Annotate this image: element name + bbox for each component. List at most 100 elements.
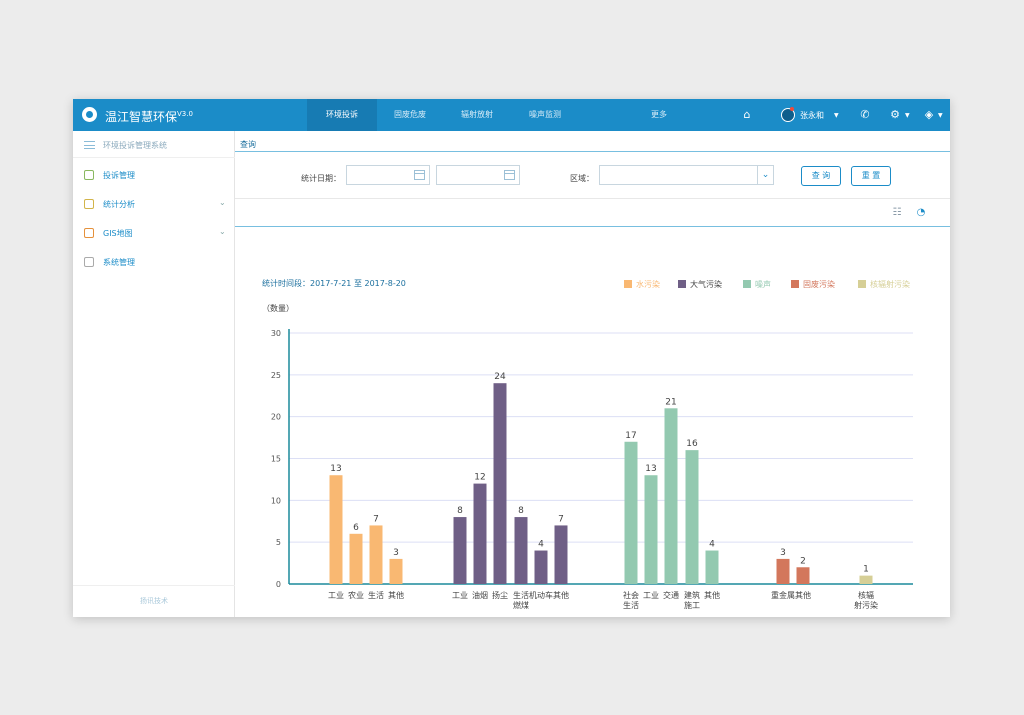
x-tick-label: 施工 <box>684 600 700 610</box>
sidebar-item-label: 投诉管理 <box>103 171 135 180</box>
bar-value-label: 1 <box>863 565 869 575</box>
bar-chart: 统计时间段：2017-7-21 至 2017-8-20 （数量） 水污染 大气污染 噪声… <box>262 278 913 610</box>
x-tick-label: 射污染 <box>854 600 878 610</box>
x-tick-label: 工业 <box>328 590 344 600</box>
end-date-input[interactable] <box>436 165 520 185</box>
bar <box>624 441 638 584</box>
start-date-input[interactable] <box>346 165 430 185</box>
layers-icon[interactable]: ◈ <box>924 108 934 121</box>
x-tick-label: 工业 <box>452 590 468 600</box>
bar-value-label: 4 <box>709 540 715 550</box>
legend-swatch <box>678 280 686 288</box>
region-label: 区域： <box>570 174 594 183</box>
chevron-down-icon[interactable]: ▼ <box>905 112 910 119</box>
x-tick-label: 生活 <box>368 590 384 600</box>
query-section-title: 查询 <box>240 140 256 149</box>
bar <box>389 558 403 584</box>
sidebar-item-label: 系统管理 <box>103 258 135 267</box>
chevron-down-icon[interactable]: ⌄ <box>219 227 226 236</box>
user-avatar-icon[interactable] <box>781 108 795 122</box>
legend-label: 固废污染 <box>803 279 835 289</box>
bar <box>685 450 699 584</box>
bar-value-label: 3 <box>780 548 786 558</box>
x-tick-label: 建筑 <box>684 590 700 600</box>
x-tick-label: 油烟 <box>472 590 488 600</box>
sidebar-title: 环境投诉管理系统 <box>103 141 167 150</box>
divider <box>235 151 950 152</box>
x-tick-label: 其他 <box>388 590 404 600</box>
app-window: 温江智慧环保 V3.0 环境投诉 固废危废 辐射放射 噪声监测 更多 ⌂ 张永和… <box>73 99 950 617</box>
bar <box>329 475 343 584</box>
y-tick-label: 10 <box>271 496 281 505</box>
legend-label: 水污染 <box>636 279 660 289</box>
divider <box>235 198 950 199</box>
sidebar-item-complaint-management[interactable]: 投诉管理 <box>73 161 235 189</box>
chevron-down-icon[interactable]: ▼ <box>834 112 839 119</box>
main-content: 查询 统计日期： 区域： ⌄ 查 询 重 置 ☷ ◔ 统计时间段：2017-7-… <box>235 131 950 617</box>
chevron-down-icon[interactable]: ▼ <box>938 112 943 119</box>
menu-icon[interactable] <box>84 141 95 149</box>
bar-value-label: 8 <box>457 506 463 516</box>
x-tick-label: 生活 <box>623 600 639 610</box>
bar-value-label: 2 <box>800 556 806 566</box>
x-tick-label: 核辐 <box>858 590 874 600</box>
sidebar-item-statistics[interactable]: 统计分析 ⌄ <box>73 190 235 218</box>
bar <box>453 517 467 584</box>
tab-more[interactable]: 更多 <box>651 110 667 119</box>
legend-swatch <box>624 280 632 288</box>
user-name[interactable]: 张永和 <box>800 111 824 120</box>
bar <box>369 525 383 584</box>
sidebar-header: 环境投诉管理系统 <box>73 131 235 158</box>
search-button[interactable]: 查 询 <box>801 166 841 186</box>
y-axis-label: （数量） <box>262 303 294 313</box>
tab-solid-waste[interactable]: 固废危废 <box>394 110 426 119</box>
sidebar-footer: 扬讯技术 <box>73 585 235 617</box>
tab-radiation[interactable]: 辐射放射 <box>461 110 493 119</box>
x-tick-label: 社会 <box>623 590 639 600</box>
y-tick-label: 25 <box>271 371 281 380</box>
sidebar-item-system-management[interactable]: 系统管理 <box>73 248 235 276</box>
bar <box>776 558 790 584</box>
bar-value-label: 7 <box>558 514 564 524</box>
calendar-icon[interactable] <box>414 170 425 180</box>
cube-icon <box>84 170 94 180</box>
home-icon[interactable]: ⌂ <box>743 108 751 121</box>
x-tick-label: 其他 <box>795 590 811 600</box>
legend-label: 核辐射污染 <box>870 279 910 289</box>
x-tick-label: 交通 <box>663 590 679 600</box>
app-title: 温江智慧环保 <box>105 110 178 124</box>
tab-environment-complaint[interactable]: 环境投诉 <box>307 99 377 131</box>
legend-swatch <box>858 280 866 288</box>
x-tick-label: 其他 <box>704 590 720 600</box>
bar <box>514 517 528 584</box>
bar <box>554 525 568 584</box>
phone-icon[interactable]: ✆ <box>860 108 870 121</box>
gear-icon[interactable]: ⚙ <box>890 108 900 121</box>
calendar-icon[interactable] <box>504 170 515 180</box>
x-tick-label: 农业 <box>348 590 364 600</box>
y-tick-label: 30 <box>271 329 281 338</box>
divider <box>235 226 950 227</box>
bar <box>859 575 873 584</box>
map-icon <box>84 228 94 238</box>
legend-swatch <box>791 280 799 288</box>
x-tick-label: 机动车 <box>529 590 553 600</box>
sidebar-item-label: 统计分析 <box>103 200 135 209</box>
sidebar-item-gis-map[interactable]: GIS地图 ⌄ <box>73 219 235 247</box>
app-version: V3.0 <box>177 110 193 118</box>
tab-noise-monitoring[interactable]: 噪声监测 <box>529 110 561 119</box>
chart-view-icon[interactable]: ◔ <box>916 207 926 218</box>
chevron-down-icon[interactable]: ⌄ <box>757 166 773 184</box>
region-select[interactable]: ⌄ <box>599 165 774 185</box>
bar-value-label: 6 <box>353 523 359 533</box>
bar-value-label: 13 <box>645 464 656 474</box>
chevron-down-icon[interactable]: ⌄ <box>219 198 226 207</box>
reset-button[interactable]: 重 置 <box>851 166 891 186</box>
bar <box>644 475 658 584</box>
bar <box>473 483 487 584</box>
sidebar: 环境投诉管理系统 投诉管理 统计分析 ⌄ GIS地图 ⌄ 系统管理 扬讯技术 <box>73 131 235 617</box>
list-view-icon[interactable]: ☷ <box>892 207 902 218</box>
x-tick-label: 燃煤 <box>513 600 529 610</box>
bar-value-label: 7 <box>373 514 379 524</box>
bar-value-label: 3 <box>393 548 399 558</box>
